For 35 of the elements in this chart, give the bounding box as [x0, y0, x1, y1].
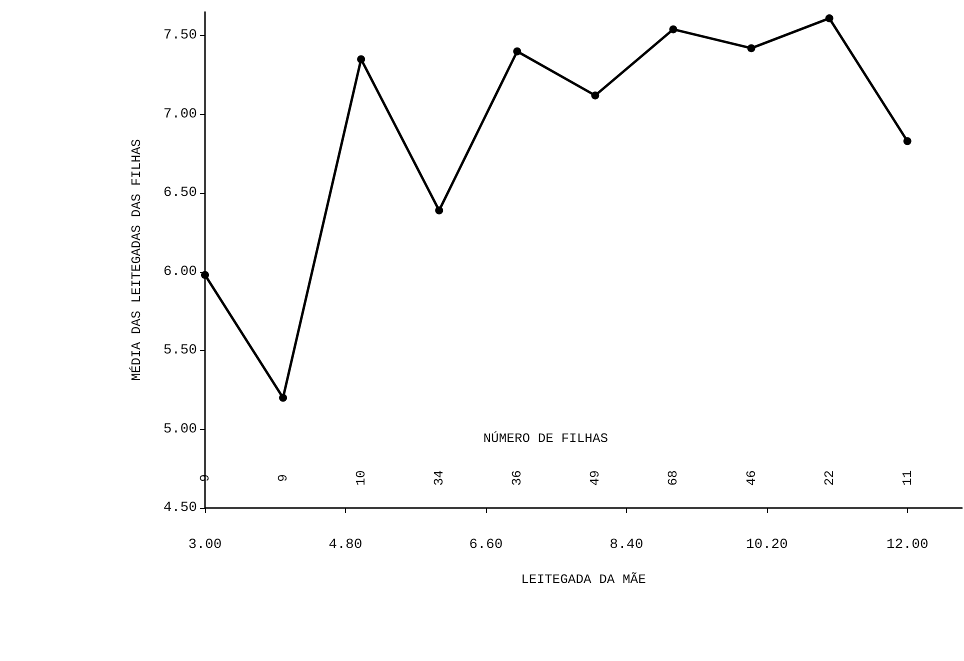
- annotation: 36: [510, 470, 525, 486]
- y-tick-label: 5.50: [163, 342, 197, 359]
- y-tick-label: 7.50: [163, 28, 197, 44]
- annotation: 10: [354, 470, 369, 486]
- annotation: 46: [744, 470, 759, 486]
- annotation: 9: [276, 474, 291, 482]
- y-tick-label: 6.00: [163, 264, 197, 280]
- x-tick-label: 10.20: [746, 537, 788, 553]
- point: [201, 270, 209, 279]
- point: [669, 25, 678, 34]
- annotation: 34: [432, 470, 447, 486]
- y-tick-label: 6.50: [163, 185, 197, 202]
- point: [357, 55, 366, 64]
- point: [747, 44, 756, 52]
- annotation: NÚMERO DE FILHAS: [483, 431, 608, 446]
- annotation: 22: [822, 470, 837, 486]
- point: [591, 91, 600, 100]
- annotation: 68: [666, 470, 681, 486]
- x-tick-label: 8.40: [610, 537, 644, 553]
- point: [825, 14, 834, 22]
- point: [435, 206, 444, 214]
- annotation: 49: [588, 470, 603, 486]
- point: [279, 394, 288, 402]
- x-tick-label: 3.00: [188, 537, 222, 553]
- x-tick-label: 12.00: [886, 537, 928, 553]
- x-tick-label: 6.60: [469, 537, 503, 553]
- y-tick-label: 4.50: [163, 500, 197, 516]
- point: [513, 47, 522, 56]
- annotation: 11: [900, 470, 915, 486]
- point: [903, 137, 912, 146]
- x-axis-title: LEITEGADA DA MÃE: [521, 572, 646, 587]
- y-tick-label: 5.00: [163, 421, 197, 438]
- x-tick-label: 4.80: [328, 537, 362, 553]
- y-axis-title: MÉDIA DAS LEITEGADAS DAS FILHAS: [129, 138, 144, 381]
- y-tick-label: 7.00: [163, 106, 197, 122]
